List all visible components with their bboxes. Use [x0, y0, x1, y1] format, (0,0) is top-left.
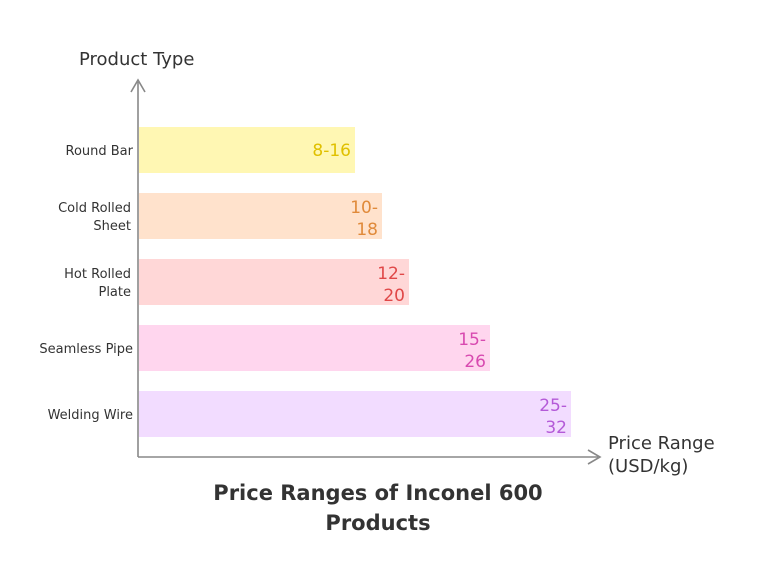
y-axis-arrow	[130, 78, 146, 93]
bar-round-bar	[139, 127, 355, 173]
category-label: Welding Wire	[48, 408, 133, 423]
category-label: Cold Rolled	[58, 201, 131, 216]
category-label: Seamless Pipe	[39, 342, 133, 357]
bar-value-label: 20	[383, 286, 405, 306]
chart-title: Price Ranges of Inconel 600 Products	[213, 481, 542, 535]
category-label: Sheet	[93, 219, 131, 234]
bar-value-label: 8-16	[312, 141, 351, 161]
bar-hot-rolled-plate	[139, 259, 409, 305]
bar-value-label: 18	[356, 220, 378, 240]
bar-value-label: 15-	[458, 330, 486, 350]
bar-value-label: 26	[464, 352, 486, 372]
bar-value-label: 10-	[350, 198, 378, 218]
axes-group	[130, 78, 602, 465]
y-axis-title: Product Type	[79, 49, 194, 70]
bar-value-label: 32	[545, 418, 567, 438]
category-label: Plate	[98, 285, 131, 300]
x-axis-arrow	[587, 449, 602, 465]
category-label: Round Bar	[66, 144, 134, 159]
bar-cold-rolled-sheet	[139, 193, 382, 239]
x-axis-title: Price Range (USD/kg)	[608, 433, 715, 477]
bar-value-label: 12-	[377, 264, 405, 284]
bar-welding-wire	[139, 391, 571, 437]
bar-seamless-pipe	[139, 325, 490, 371]
category-label: Hot Rolled	[64, 267, 131, 282]
bar-value-label: 25-	[539, 396, 567, 416]
bars-group: 8-16 Round Bar 10-18 Cold Rolled Sheet 12-20 H…	[39, 127, 571, 438]
